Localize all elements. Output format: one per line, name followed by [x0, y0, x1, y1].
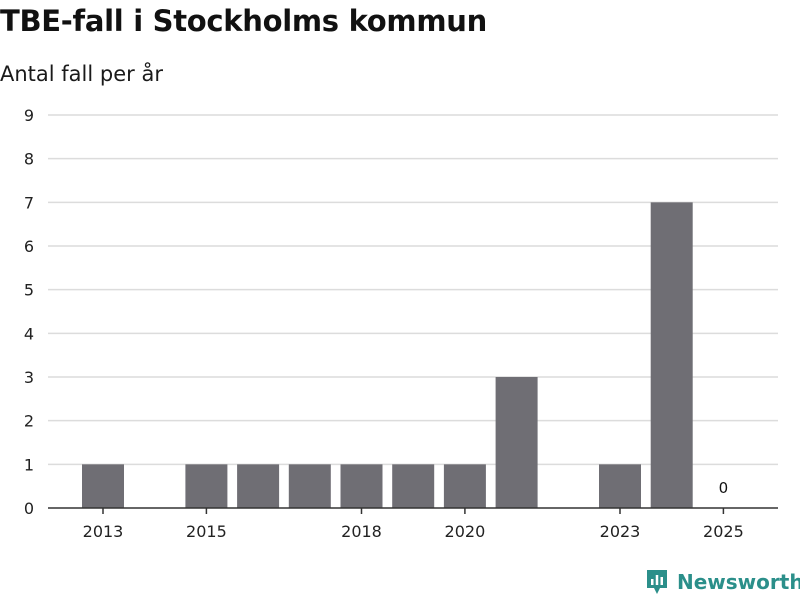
bar-2015 — [185, 464, 228, 508]
y-tick-label-0: 0 — [24, 499, 34, 518]
bar-2018 — [340, 464, 383, 508]
data-labels: 0 — [719, 479, 729, 497]
chart-title: TBE-fall i Stockholms kommun — [0, 4, 487, 38]
bar-2019 — [392, 464, 435, 508]
bar-2021 — [495, 377, 538, 508]
x-tick-label-2025: 2025 — [703, 522, 744, 541]
x-tick-label-2013: 2013 — [83, 522, 124, 541]
y-tick-label-9: 9 — [24, 106, 34, 125]
x-tick-label-2015: 2015 — [186, 522, 227, 541]
data-label-2025: 0 — [719, 479, 729, 497]
brand-name: Newsworthy — [677, 570, 800, 594]
bar-2024 — [650, 202, 693, 509]
bar-2023 — [599, 464, 641, 508]
bar-chart: 0 1 2 3 4 5 6 7 8 9 2013 2015 2018 2020 2023 2025 0 — [24, 106, 778, 541]
y-tick-label-3: 3 — [24, 368, 34, 387]
y-tick-label-2: 2 — [24, 412, 34, 431]
y-axis-ticks: 0 1 2 3 4 5 6 7 8 9 — [24, 106, 34, 518]
x-tick-label-2018: 2018 — [341, 522, 382, 541]
x-tick-label-2023: 2023 — [600, 522, 641, 541]
x-axis-ticks: 2013 2015 2018 2020 2023 2025 — [83, 508, 744, 541]
bar-2020 — [443, 464, 486, 508]
y-tick-label-1: 1 — [24, 455, 34, 474]
bar-2017 — [288, 464, 331, 508]
chart-subtitle: Antal fall per år — [0, 62, 163, 86]
brand-logo: Newsworthy — [645, 568, 800, 596]
bar-2013 — [82, 464, 124, 508]
y-tick-label-5: 5 — [24, 281, 34, 300]
x-tick-label-2020: 2020 — [445, 522, 486, 541]
y-tick-label-4: 4 — [24, 324, 34, 343]
y-tick-label-8: 8 — [24, 150, 34, 169]
y-tick-label-7: 7 — [24, 193, 34, 212]
newsworthy-logo-icon — [647, 570, 667, 594]
bars — [82, 202, 693, 509]
bar-2016 — [237, 464, 280, 508]
y-tick-label-6: 6 — [24, 237, 34, 256]
